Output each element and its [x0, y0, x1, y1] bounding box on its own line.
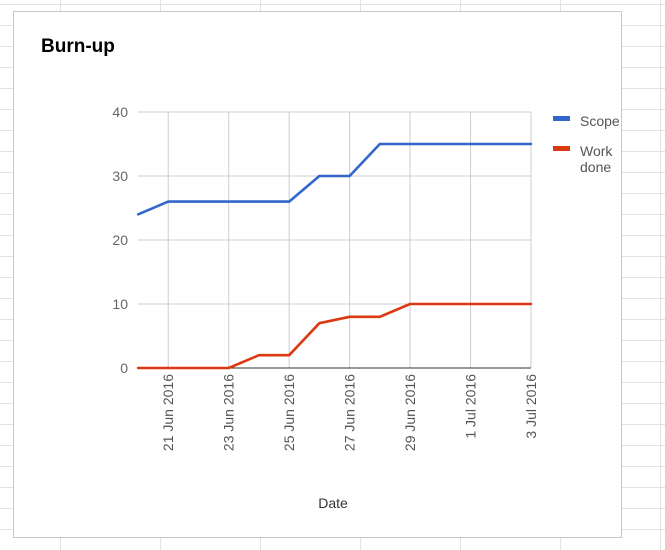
x-tick-label: 23 Jun 2016 [221, 374, 237, 451]
data-point [167, 366, 170, 370]
data-point [318, 322, 321, 325]
chart-legend[interactable]: Scope Work done [553, 113, 620, 175]
x-axis-ticks: 21 Jun 2016 23 Jun 2016 25 Jun 2016 27 Jun … [160, 374, 539, 451]
data-point [529, 142, 533, 146]
y-tick-label: 30 [112, 168, 128, 184]
data-point [378, 142, 382, 146]
data-point [499, 302, 502, 306]
y-tick-label: 40 [112, 104, 128, 120]
chart-plot: 0 10 20 30 40 21 Jun 2016 23 Jun 2016 25 Jun 2… [112, 104, 620, 511]
series-line[interactable] [137, 142, 531, 216]
x-tick-label: 1 Jul 2016 [463, 374, 479, 439]
data-point [287, 354, 291, 357]
data-point [469, 302, 472, 306]
data-point [257, 200, 261, 203]
chart-series [136, 142, 533, 370]
chart-container[interactable]: Burn-up 0 10 20 30 40 21 Jun 2016 23 Jun 2016… [13, 11, 622, 538]
data-point [439, 302, 442, 306]
data-point [136, 213, 140, 216]
series-line[interactable] [138, 302, 531, 370]
data-point [408, 142, 412, 146]
legend-label: Scope [580, 113, 620, 129]
data-point [348, 315, 351, 318]
data-point [197, 200, 200, 203]
chart-title: Burn-up [41, 36, 115, 57]
data-point [469, 142, 472, 146]
x-tick-label: 3 Jul 2016 [523, 374, 539, 439]
data-point [348, 174, 351, 178]
data-point [529, 302, 533, 306]
data-point [499, 142, 502, 146]
data-point [227, 200, 230, 203]
legend-label: Work done [580, 143, 613, 175]
data-point [439, 142, 442, 146]
x-tick-label: 29 Jun 2016 [402, 374, 418, 451]
legend-swatch [553, 146, 570, 151]
data-point [136, 366, 140, 370]
x-tick-label: 25 Jun 2016 [281, 374, 297, 451]
data-point [227, 366, 230, 370]
y-tick-label: 20 [112, 232, 128, 248]
y-tick-label: 10 [112, 296, 128, 312]
data-point [287, 200, 291, 203]
y-axis-ticks: 0 10 20 30 40 [112, 104, 128, 376]
data-point [257, 354, 261, 357]
data-point [318, 174, 321, 178]
data-point [197, 366, 200, 370]
x-axis-label: Date [318, 495, 348, 511]
y-tick-label: 0 [120, 360, 128, 376]
data-point [167, 200, 170, 203]
legend-swatch [553, 116, 570, 121]
x-tick-label: 27 Jun 2016 [342, 374, 358, 451]
data-point [408, 302, 412, 306]
chart-gridlines [138, 111, 532, 369]
x-tick-label: 21 Jun 2016 [160, 374, 176, 451]
data-point [378, 315, 382, 318]
